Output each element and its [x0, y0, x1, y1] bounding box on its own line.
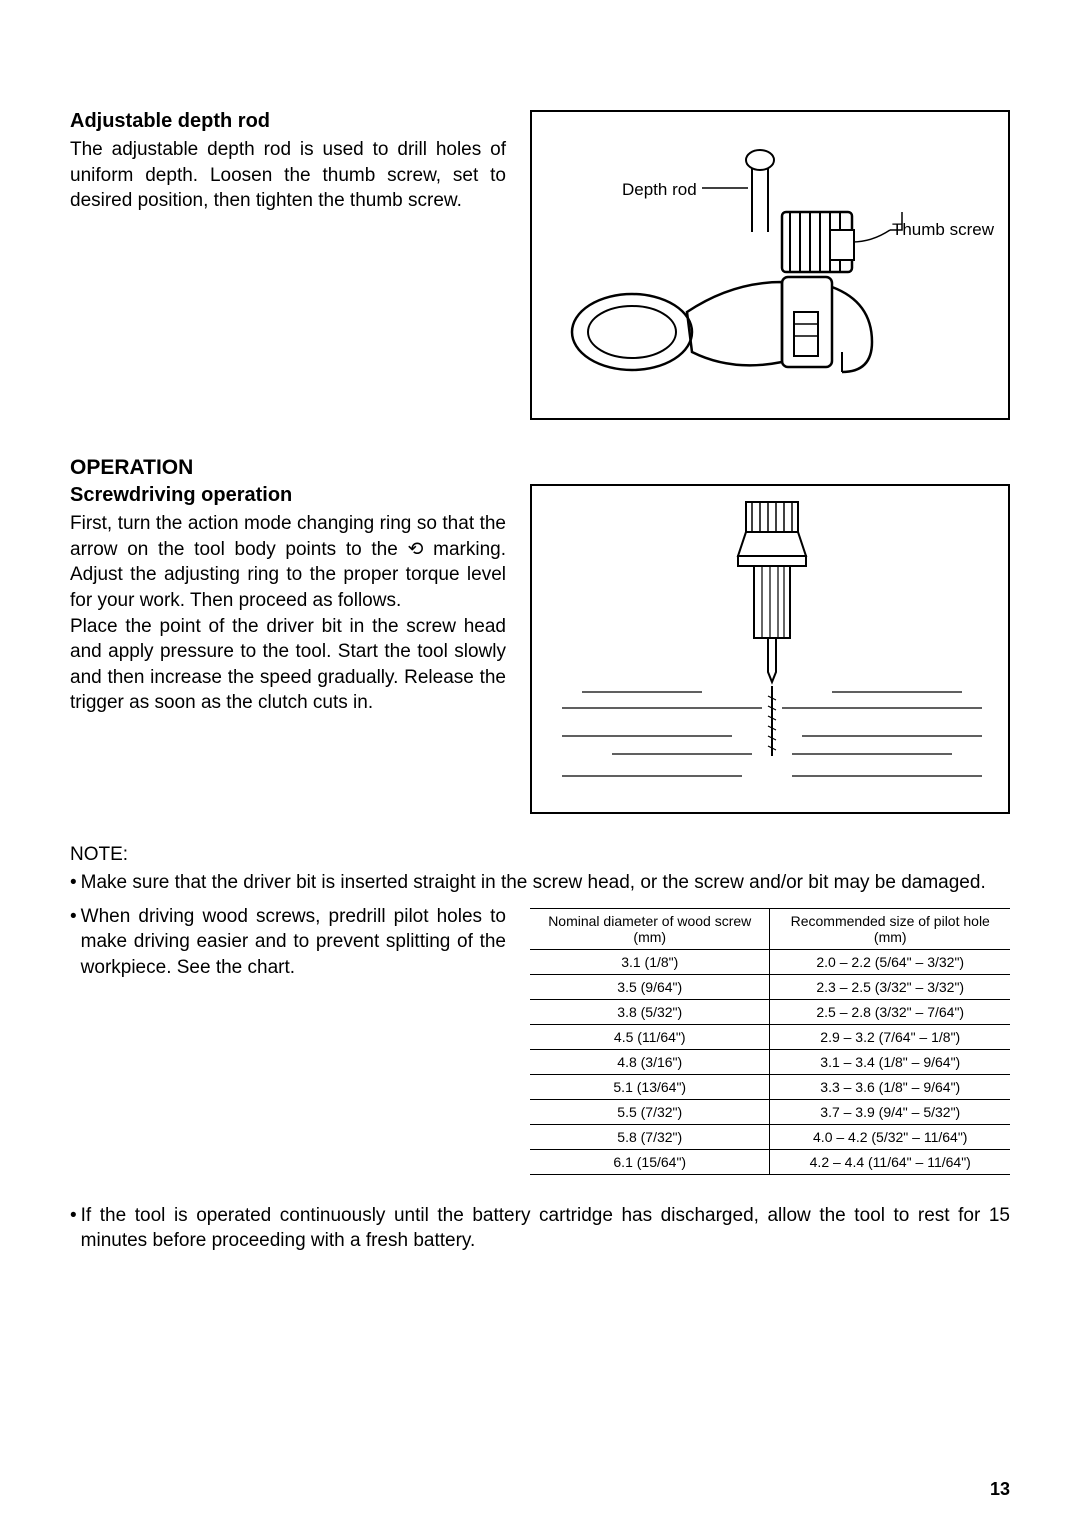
section1-text: Adjustable depth rod The adjustable dept… [70, 110, 506, 420]
table-row: 5.5 (7/32")3.7 – 3.9 (9/4" – 5/32") [530, 1099, 1010, 1124]
drill-depth-icon [532, 112, 1008, 418]
section2-body2: Place the point of the driver bit in the… [70, 614, 506, 717]
bullet-icon: • [70, 904, 77, 981]
bullet-icon: • [70, 870, 77, 896]
table-row: 3.5 (9/64")2.3 – 2.5 (3/32" – 3/32") [530, 974, 1010, 999]
section-depth-rod: Adjustable depth rod The adjustable dept… [70, 110, 1010, 420]
section-operation: OPERATION Screwdriving operation First, … [70, 456, 1010, 814]
page-number: 13 [990, 1479, 1010, 1500]
note2-text: When driving wood screws, predrill pilot… [81, 904, 506, 981]
note-item-2: • When driving wood screws, predrill pil… [70, 904, 506, 981]
table-body: 3.1 (1/8")2.0 – 2.2 (5/64" – 3/32") 3.5 … [530, 949, 1010, 1174]
table-row: 6.1 (15/64")4.2 – 4.4 (11/64" – 11/64") [530, 1149, 1010, 1174]
table-header-1: Nominal diameter of wood screw (mm) [530, 908, 770, 949]
note-label: NOTE: [70, 844, 1010, 866]
note3-text: If the tool is operated continuously unt… [81, 1203, 1010, 1254]
figure-depth-rod: Depth rod Thumb screw [530, 110, 1010, 420]
bullet-icon: • [70, 1203, 77, 1254]
table-row: 3.1 (1/8")2.0 – 2.2 (5/64" – 3/32") [530, 949, 1010, 974]
pilot-hole-table-wrap: Nominal diameter of wood screw (mm) Reco… [530, 908, 1010, 1175]
section2-body1: First, turn the action mode changing rin… [70, 511, 506, 614]
label-depth-rod: Depth rod [622, 180, 697, 200]
screwdriving-heading: Screwdriving operation [70, 484, 506, 507]
table-header-2: Recommended size of pilot hole (mm) [770, 908, 1010, 949]
note-item-3: • If the tool is operated continuously u… [70, 1203, 1010, 1254]
pilot-hole-table: Nominal diameter of wood screw (mm) Reco… [530, 908, 1010, 1175]
note-section: NOTE: • Make sure that the driver bit is… [70, 844, 1010, 1254]
section1-body: The adjustable depth rod is used to dril… [70, 137, 506, 214]
section2-figure-wrap [530, 484, 1010, 814]
section1-figure-wrap: Depth rod Thumb screw [530, 110, 1010, 420]
operation-heading: OPERATION [70, 456, 1010, 480]
note-item-2-row: • When driving wood screws, predrill pil… [70, 904, 1010, 1175]
table-row: 3.8 (5/32")2.5 – 2.8 (3/32" – 7/64") [530, 999, 1010, 1024]
drill-screwdriving-icon [532, 486, 1008, 812]
label-thumb-screw: Thumb screw [892, 220, 994, 240]
note-item-1: • Make sure that the driver bit is inser… [70, 870, 1010, 896]
table-row: 5.8 (7/32")4.0 – 4.2 (5/32" – 11/64") [530, 1124, 1010, 1149]
table-row: 4.5 (11/64")2.9 – 3.2 (7/64" – 1/8") [530, 1024, 1010, 1049]
table-row: 5.1 (13/64")3.3 – 3.6 (1/8" – 9/64") [530, 1074, 1010, 1099]
section2-text: Screwdriving operation First, turn the a… [70, 484, 506, 814]
note1-text: Make sure that the driver bit is inserte… [81, 870, 1010, 896]
section1-heading: Adjustable depth rod [70, 110, 506, 133]
table-row: 4.8 (3/16")3.1 – 3.4 (1/8" – 9/64") [530, 1049, 1010, 1074]
figure-screwdriving [530, 484, 1010, 814]
